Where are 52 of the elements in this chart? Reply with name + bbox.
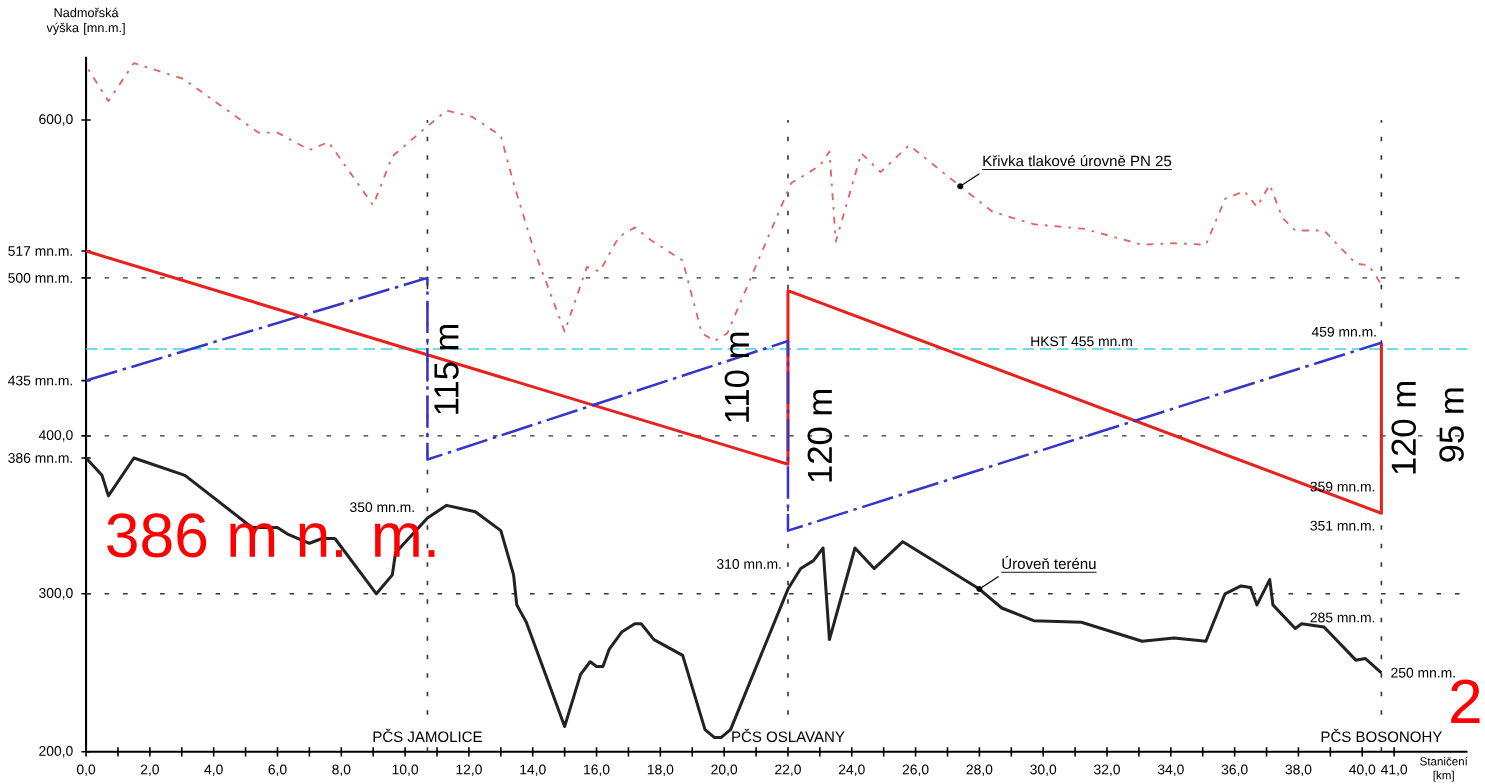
annotation: Úroveň terénu bbox=[1002, 556, 1096, 570]
x-tick-label: 12,0 bbox=[456, 764, 482, 777]
y-tick-label: 386 mn.m. bbox=[8, 453, 72, 464]
annotation: Křivka tlakové úrovně PN 25 bbox=[983, 155, 1172, 167]
x-tick-label: 4,0 bbox=[204, 764, 223, 777]
x-tick-label: 41,0 bbox=[1380, 764, 1408, 777]
annotation: 120 m bbox=[807, 390, 833, 482]
x-tick-label: 36,0 bbox=[1221, 764, 1248, 777]
x-tick-label: 24,0 bbox=[838, 764, 865, 777]
y-tick-label: 400,0 bbox=[38, 430, 73, 442]
annotation: 351 mn.m. bbox=[1310, 520, 1375, 531]
annotation: 95 m bbox=[1439, 388, 1464, 462]
y-tick-label: 600,0 bbox=[39, 114, 73, 126]
x-tick-label: 26,0 bbox=[902, 764, 929, 777]
annotation: 459 mn.m. bbox=[1311, 327, 1376, 337]
x-tick-label: 32,0 bbox=[1094, 764, 1120, 777]
x-tick-label: 20,0 bbox=[711, 764, 738, 777]
x-tick-label: 6,0 bbox=[268, 764, 287, 777]
x-tick-label: 30,0 bbox=[1030, 764, 1057, 777]
x-tick-label: 14,0 bbox=[520, 764, 546, 777]
x-tick-label: 40,0 bbox=[1349, 764, 1376, 777]
annotation: 359 mn.m. bbox=[1310, 481, 1375, 492]
ref-line-label: HKST 455 mn.m bbox=[1031, 336, 1132, 347]
ref-line-label: PČS OSLAVANY bbox=[732, 728, 845, 743]
y-axis-title: Nadmořská výška [mn.m.] bbox=[46, 7, 125, 35]
y-tick-label: 200,0 bbox=[39, 746, 73, 758]
x-tick-label: 34,0 bbox=[1157, 764, 1184, 777]
line-series bbox=[84, 249, 1383, 515]
annotation: 250 mn.m. bbox=[1391, 668, 1455, 678]
annotation: 350 mn.m. bbox=[350, 502, 414, 513]
x-tick-label: 38,0 bbox=[1285, 764, 1312, 777]
y-tick-label: 500 mn.m. bbox=[8, 273, 72, 283]
y-tick-label: 517 mn.m. bbox=[8, 246, 72, 257]
annotation: 285 mn.m. bbox=[1310, 612, 1375, 623]
x-tick-label: 18,0 bbox=[647, 764, 674, 777]
annotation: 2 bbox=[1451, 679, 1480, 724]
x-axis-title: Staničení [km] bbox=[1420, 756, 1468, 782]
ref-line-label: PČS BOSONOHY bbox=[1321, 728, 1442, 743]
x-tick-label: 2,0 bbox=[140, 764, 159, 777]
annotation: 115 m bbox=[434, 325, 459, 414]
x-tick-label: 8,0 bbox=[332, 764, 351, 777]
ref-line-label: PČS JAMOLICE bbox=[373, 728, 482, 743]
y-tick-label: 300,0 bbox=[39, 588, 73, 600]
x-tick-label: 22,0 bbox=[775, 764, 801, 777]
annotation: 110 m bbox=[724, 332, 750, 422]
y-tick-label: 435 mn.m. bbox=[8, 375, 72, 386]
annotation: 120 m bbox=[1391, 382, 1416, 474]
x-tick-label: 16,0 bbox=[584, 764, 610, 777]
x-tick-label: 28,0 bbox=[966, 764, 993, 777]
annotation: 310 mn.m. bbox=[717, 559, 781, 570]
x-tick-label: 10,0 bbox=[392, 764, 419, 777]
x-tick-label: 0,0 bbox=[76, 764, 96, 777]
